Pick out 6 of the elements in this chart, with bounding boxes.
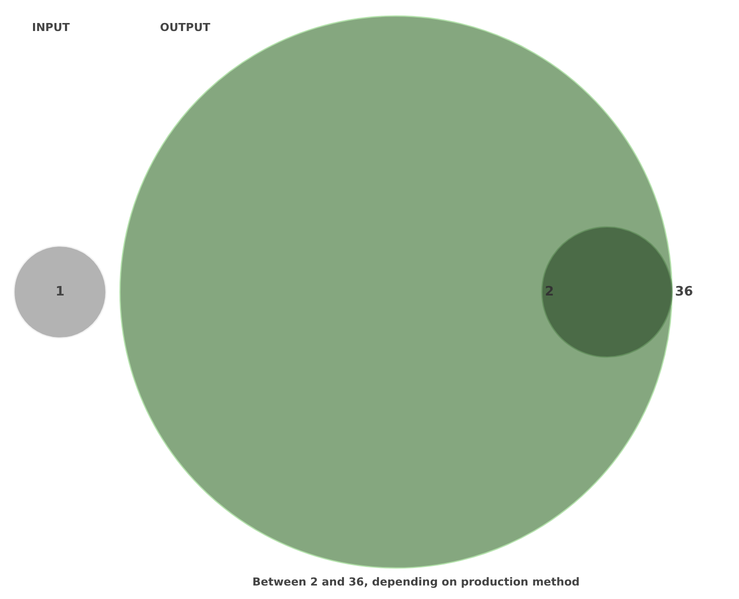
- data-label: 1: [55, 284, 65, 300]
- data-label: 36: [675, 284, 694, 300]
- category-label: OUTPUT: [160, 21, 211, 34]
- data-label: 2: [544, 284, 554, 300]
- category-label: INPUT: [32, 21, 70, 34]
- text: Between 2 and 36, depending on production method: [252, 576, 580, 588]
